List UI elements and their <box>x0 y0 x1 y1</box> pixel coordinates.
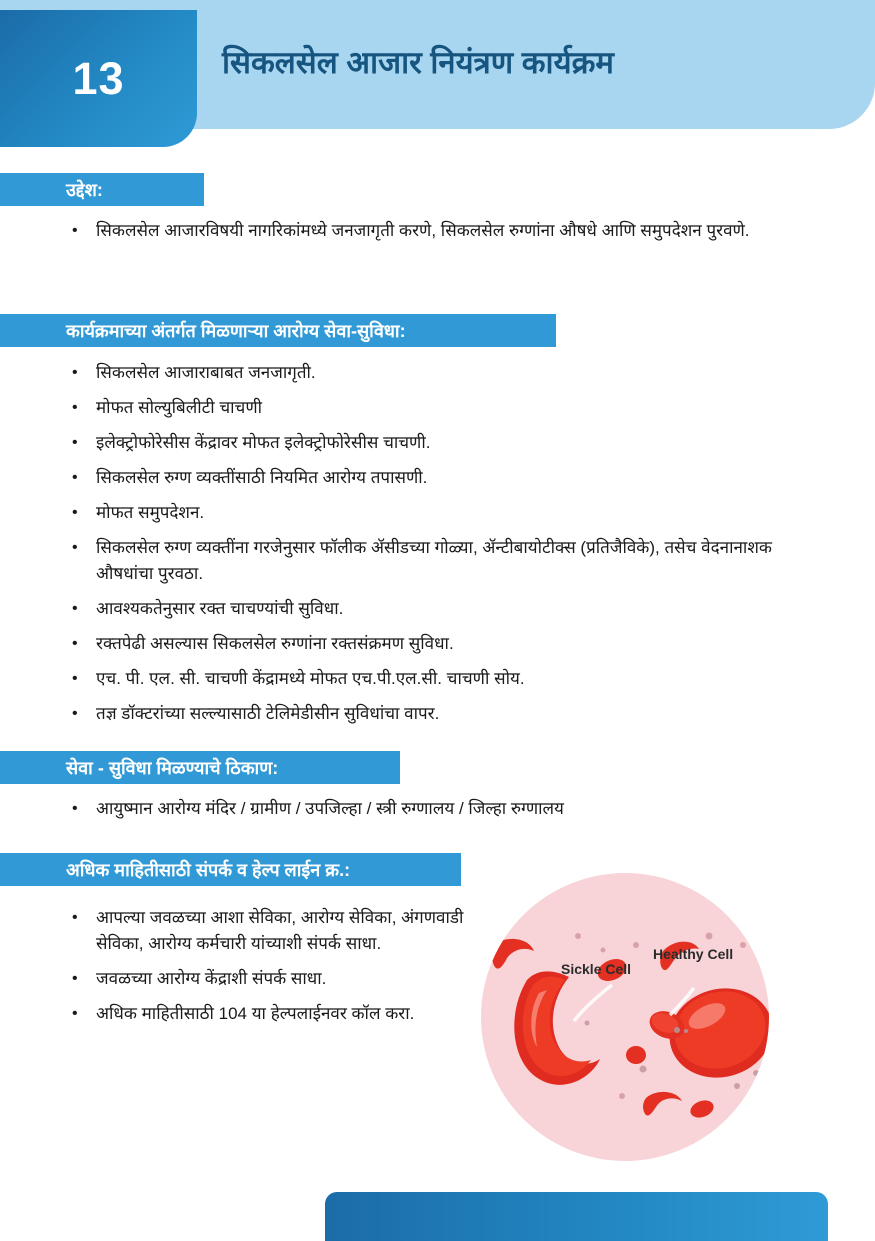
list-item: • इलेक्ट्रोफोरेसीस केंद्रावर मोफत इलेक्ट्… <box>66 430 826 456</box>
bullet-dot-icon: • <box>72 970 78 987</box>
list-item-text: रक्तपेढी असल्यास सिकलसेल रुग्णांना रक्तस… <box>96 634 454 653</box>
list-item: • सिकलसेल आजाराबाबत जनजागृती. <box>66 360 826 386</box>
bullet-dot-icon: • <box>72 469 78 486</box>
list-item-text: अधिक माहितीसाठी 104 या हेल्पलाईनवर कॉल क… <box>96 1004 415 1023</box>
list-item: • सिकलसेल रुग्ण व्यक्तींना गरजेनुसार फॉली… <box>66 535 826 587</box>
bullet-dot-icon: • <box>72 600 78 617</box>
section-header-label: कार्यक्रमाच्या अंतर्गत मिळणाऱ्या आरोग्य … <box>66 320 406 341</box>
bullet-list-objective: • सिकलसेल आजारविषयी नागरिकांमध्ये जनजागृत… <box>66 218 808 253</box>
list-item-text: आयुष्मान आरोग्य मंदिर / ग्रामीण / उपजिल्… <box>96 799 564 818</box>
section-header-locations: सेवा - सुविधा मिळण्याचे ठिकाण: <box>0 751 400 784</box>
list-item: • जवळच्या आरोग्य केंद्राशी संपर्क साधा. <box>66 966 466 992</box>
bullet-list-locations: • आयुष्मान आरोग्य मंदिर / ग्रामीण / उपजिल… <box>66 796 826 831</box>
bullet-dot-icon: • <box>72 1005 78 1022</box>
section-header-contact: अधिक माहितीसाठी संपर्क व हेल्प लाईन क्र.… <box>0 853 461 886</box>
list-item: • आयुष्मान आरोग्य मंदिर / ग्रामीण / उपजिल… <box>66 796 826 822</box>
page-title: सिकलसेल आजार नियंत्रण कार्यक्रम <box>222 45 614 80</box>
list-item-text: सिकलसेल रुग्ण व्यक्तींसाठी नियमित आरोग्य… <box>96 468 428 487</box>
list-item: • तज्ञ डॉक्टरांच्या सल्ल्यासाठी टेलिमेडीस… <box>66 701 826 727</box>
section-header-label: अधिक माहितीसाठी संपर्क व हेल्प लाईन क्र.… <box>66 859 351 880</box>
list-item: • आवश्यकतेनुसार रक्त चाचण्यांची सुविधा. <box>66 596 826 622</box>
list-item: • एच. पी. एल. सी. चाचणी केंद्रामध्ये मोफत… <box>66 666 826 692</box>
bullet-list-services: • सिकलसेल आजाराबाबत जनजागृती. • मोफत सोल्यु… <box>66 360 826 736</box>
bullet-dot-icon: • <box>72 434 78 451</box>
bullet-list-contact: • आपल्या जवळच्या आशा सेविका, आरोग्य सेविक… <box>66 905 466 1036</box>
bullet-dot-icon: • <box>72 364 78 381</box>
bullet-dot-icon: • <box>72 909 78 926</box>
list-item: • रक्तपेढी असल्यास सिकलसेल रुग्णांना रक्त… <box>66 631 826 657</box>
bullet-dot-icon: • <box>72 539 78 556</box>
list-item-text: मोफत समुपदेशन. <box>96 503 205 522</box>
section-header-objective: उद्देश: <box>0 173 204 206</box>
list-item: • सिकलसेल रुग्ण व्यक्तींसाठी नियमित आरोग्… <box>66 465 826 491</box>
list-item: • मोफत समुपदेशन. <box>66 500 826 526</box>
list-item-text: सिकलसेल आजारविषयी नागरिकांमध्ये जनजागृती… <box>96 221 750 240</box>
list-item-text: आपल्या जवळच्या आशा सेविका, आरोग्य सेविका… <box>96 908 464 953</box>
list-item-text: आवश्यकतेनुसार रक्त चाचण्यांची सुविधा. <box>96 599 344 618</box>
bullet-dot-icon: • <box>72 222 78 239</box>
bullet-dot-icon: • <box>72 670 78 687</box>
list-item: • मोफत सोल्युबिलीटी चाचणी <box>66 395 826 421</box>
list-item-text: इलेक्ट्रोफोरेसीस केंद्रावर मोफत इलेक्ट्र… <box>96 433 431 452</box>
list-item: • आपल्या जवळच्या आशा सेविका, आरोग्य सेविक… <box>66 905 466 957</box>
bullet-dot-icon: • <box>72 504 78 521</box>
list-item-text: सिकलसेल रुग्ण व्यक्तींना गरजेनुसार फॉलीक… <box>96 538 772 583</box>
header-number: 13 <box>72 53 125 104</box>
section-header-services: कार्यक्रमाच्या अंतर्गत मिळणाऱ्या आरोग्य … <box>0 314 556 347</box>
list-item-text: जवळच्या आरोग्य केंद्राशी संपर्क साधा. <box>96 969 327 988</box>
healthy-cell-label: Healthy Cell <box>653 946 733 962</box>
sickle-cell-illustration: Sickle Cell Healthy Cell <box>481 873 769 1161</box>
list-item-text: सिकलसेल आजाराबाबत जनजागृती. <box>96 363 316 382</box>
list-item-text: एच. पी. एल. सी. चाचणी केंद्रामध्ये मोफत … <box>96 669 525 688</box>
bullet-dot-icon: • <box>72 399 78 416</box>
sickle-cell-label: Sickle Cell <box>561 961 631 977</box>
list-item: • सिकलसेल आजारविषयी नागरिकांमध्ये जनजागृत… <box>66 218 808 244</box>
list-item-text: तज्ञ डॉक्टरांच्या सल्ल्यासाठी टेलिमेडीसी… <box>96 704 440 723</box>
section-header-label: सेवा - सुविधा मिळण्याचे ठिकाण: <box>66 757 279 778</box>
list-item-text: मोफत सोल्युबिलीटी चाचणी <box>96 398 263 417</box>
bullet-dot-icon: • <box>72 800 78 817</box>
footer-bar <box>325 1192 828 1241</box>
section-header-label: उद्देश: <box>66 179 103 200</box>
bullet-dot-icon: • <box>72 635 78 652</box>
bullet-dot-icon: • <box>72 705 78 722</box>
header-number-badge: 13 <box>0 10 197 147</box>
list-item: • अधिक माहितीसाठी 104 या हेल्पलाईनवर कॉल … <box>66 1001 466 1027</box>
